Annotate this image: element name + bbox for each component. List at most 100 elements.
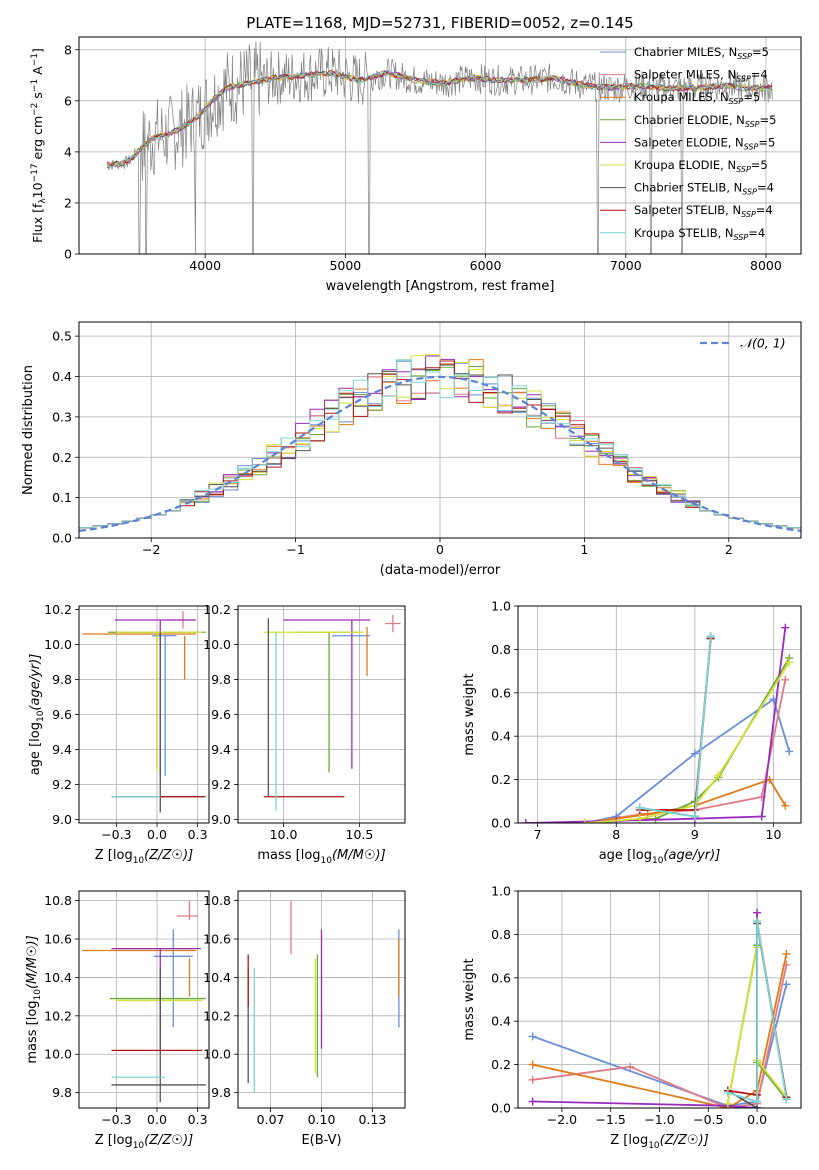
legend-label: Kroupa ELODIE, N [634,158,736,172]
weight-marker [521,819,530,823]
plot-area [82,611,206,813]
y-tick-label: 9.2 [211,777,231,792]
weight-marker [706,632,715,641]
x-tick-label: 4000 [189,258,221,273]
x-tick-label: 6000 [470,258,502,273]
y-tick-label: 0.8 [491,927,511,942]
x-axis-label-sub: 10 [648,1141,660,1151]
axes-frame [237,605,406,824]
x-tick-label: 8 [612,827,620,842]
legend-entry: Kroupa MILES, NSSP=5 [634,90,760,106]
x-axis-label-text: Z [log [610,1133,648,1148]
y-tick-label: 9.8 [52,672,72,687]
legend-value: =5 [751,158,768,172]
plot-area [79,354,801,532]
x-tick-label: 9 [691,827,699,842]
panel-age-vs-mass: 10.0 10.5 9.0 9.2 9.4 9.6 9.8 10.0 10.2 mass [log… [203,602,406,866]
legend-subscript: SSP [729,97,744,106]
y-tick-label: 10.6 [203,932,231,947]
legend-entry: Salpeter ELODIE, NSSP=5 [634,135,775,151]
legend-entry: Chabrier STELIB, NSSP=4 [634,181,774,197]
legend-value: =5 [752,45,769,59]
y-tick-label: 10.0 [44,1047,72,1062]
x-tick-label: −2.0 [547,1112,577,1127]
plot-area [521,623,794,823]
y-tick-label: 1.0 [491,599,511,614]
weight-line [532,984,788,1107]
legend-value: =5 [760,113,777,127]
x-tick-label: 0.3 [188,827,208,842]
weight-marker [753,917,762,926]
legend-entry: Salpeter MILES, NSSP=4 [634,68,768,84]
legend-subscript: SSP [736,165,751,174]
weight-marker [785,658,794,667]
legend-subscript: SSP [736,75,751,84]
weight-marker [635,803,644,812]
y-tick-label: 0.2 [491,772,511,787]
y-tick-label: 9.8 [211,1085,231,1100]
y-tick-label: 10.0 [203,1047,231,1062]
y-tick-label: 2 [64,195,72,210]
y-axis-label-sub: 10 [33,989,43,1001]
x-tick-label: 10.0 [270,827,298,842]
x-tick-label: 0.07 [257,1112,285,1127]
x-axis-label: Z [log10(Z/Z☉)] [610,1133,708,1151]
y-axis-label-rest: (age/yr)] [28,654,43,711]
weight-marker [528,1097,537,1106]
panel-residuals: −2 −1 0 1 2 0.0 0.1 0.2 0.3 0.4 0.5 𝒩(0, 1) (data-mo… [21,321,802,578]
axes-frame [517,605,802,824]
y-tick-label: 10.8 [44,893,72,908]
weight-marker [580,819,589,823]
weight-line [532,964,788,1108]
y-tick-label: 10.2 [203,602,231,617]
x-axis-label-rest: (M/M☉)] [332,848,386,863]
x-tick-label: 0.13 [358,1112,386,1127]
y-tick-label: 0 [64,247,72,262]
panel-mass-vs-Z: −0.3 0.0 0.39.810.010.210.410.610.8Z [log1… [25,890,210,1151]
y-axis-label-text: mass [log [25,1000,40,1063]
x-axis-label: Z [log10(Z/Z☉)] [95,1133,193,1151]
y-tick-label: 0.2 [491,1057,511,1072]
y-tick-label: 0.8 [491,642,511,657]
legend-subscript: SSP [737,52,752,61]
panel-spectrum: 4000 5000 6000 7000 8000 0 2 4 6 8 wavelength [Ang… [30,36,802,294]
y-tick-label: 0.0 [52,531,72,546]
weight-marker [753,1097,762,1106]
legend-label: Kroupa MILES, N [634,90,729,104]
y-tick-label: 9.8 [52,1085,72,1100]
legend-label: Chabrier STELIB, N [634,181,742,195]
y-tick-label: 10.4 [203,970,231,985]
y-tick-label: 0.3 [52,409,72,424]
legend-subscript: SSP [741,210,756,219]
y-tick-label: 0.4 [52,369,72,384]
legend-subscript: SSP [742,188,757,197]
weight-marker [753,908,762,917]
legend-entry: Chabrier ELODIE, NSSP=5 [634,113,776,129]
model-spectrum-line [106,70,772,168]
legend-label: Chabrier MILES, N [634,45,737,59]
weight-marker [781,675,790,684]
axes-frame [78,605,210,824]
y-tick-label: 9.4 [211,742,231,757]
legend-value: =5 [758,135,775,149]
weight-marker [626,1062,635,1071]
y-tick-label: 10.2 [44,602,72,617]
plot-area [106,41,773,254]
legend-entry: Kroupa ELODIE, NSSP=5 [634,158,768,174]
residual-histogram [79,359,801,529]
x-axis-label-rest: (Z/Z☉)] [144,848,193,863]
x-axis-label-rest: (Z/Z☉)] [144,1133,193,1148]
y-axis-label-rest: (M/M☉)] [25,935,40,989]
y-tick-label: 1.0 [491,884,511,899]
weight-marker [528,1075,537,1084]
x-axis-label: wavelength [Angstrom, rest frame] [326,279,555,294]
y-tick-label: 0.2 [52,450,72,465]
legend-label: Salpeter MILES, N [634,68,736,82]
legend-subscript: SSP [745,120,760,129]
y-tick-label: 10.8 [203,893,231,908]
legend-subscript: SSP [744,142,759,151]
normal-reference-curve [79,375,801,532]
y-label-part: A [30,66,45,79]
x-axis-label-sub: 10 [133,856,145,866]
plot-area [82,900,206,1103]
